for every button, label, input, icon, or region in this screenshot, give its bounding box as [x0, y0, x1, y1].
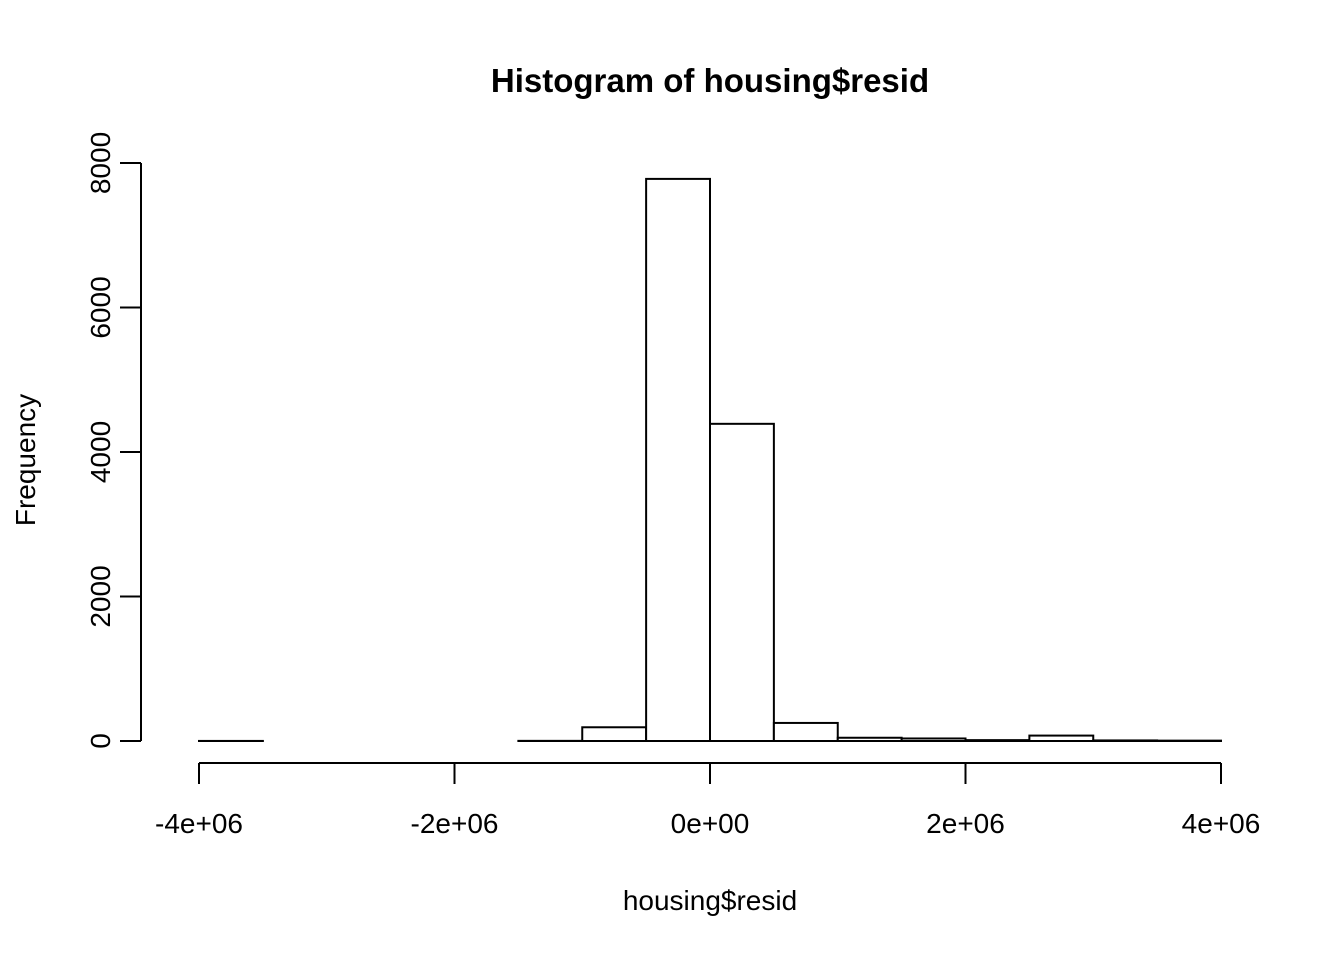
histogram-bar-12	[964, 739, 1031, 742]
x-tick-label: -4e+06	[155, 808, 243, 839]
y-axis-label: Frequency	[10, 394, 41, 526]
x-tick-label: 2e+06	[926, 808, 1005, 839]
histogram-bar-7	[645, 177, 711, 742]
y-tick-label: 8000	[85, 132, 116, 194]
x-tick-label: -2e+06	[411, 808, 499, 839]
histogram-bar-13	[1028, 734, 1095, 742]
x-tick-label: 4e+06	[1182, 808, 1261, 839]
x-axis: -4e+06 -2e+06 0e+00 2e+06 4e+06	[155, 762, 1261, 839]
x-axis-label: housing$resid	[623, 885, 797, 916]
y-axis: 0 2000 4000 6000 8000	[85, 132, 142, 749]
y-tick-label: 2000	[85, 565, 116, 627]
histogram-bars	[198, 177, 1222, 743]
histogram-bar-8	[709, 422, 775, 742]
chart-title: Histogram of housing$resid	[491, 62, 929, 99]
histogram-bar-6	[581, 726, 648, 743]
y-tick-label: 0	[85, 733, 116, 749]
y-tick-label: 4000	[85, 421, 116, 483]
histogram-bar-14	[1092, 739, 1159, 742]
histogram-bar-11	[900, 737, 967, 743]
histogram-bar-10	[836, 736, 903, 743]
x-tick-label: 0e+00	[671, 808, 750, 839]
histogram-bar-9	[772, 721, 839, 742]
y-tick-label: 6000	[85, 276, 116, 338]
